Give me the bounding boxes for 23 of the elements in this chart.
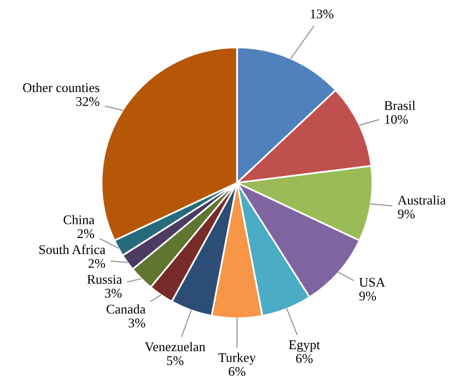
slice-label: South Africa: [39, 244, 106, 254]
data-label: 13%: [310, 9, 334, 18]
slice-label: Turkey: [218, 352, 256, 365]
slice-label: Other counties: [23, 82, 100, 92]
data-label: 6%: [296, 354, 313, 364]
slice-label: China: [64, 214, 94, 224]
data-label: 2%: [78, 229, 94, 238]
data-label: 3%: [128, 318, 146, 328]
data-label: 9%: [398, 210, 415, 219]
data-label: 9%: [359, 292, 376, 301]
slice-label: Canada: [106, 304, 146, 314]
data-label: 2%: [88, 258, 106, 268]
data-label: 6%: [228, 366, 246, 376]
slice-label: Egypt: [288, 340, 320, 352]
slice-label: Venezuelan: [144, 342, 206, 352]
data-label: 5%: [167, 356, 184, 366]
slice-label: USA: [359, 278, 386, 287]
slice-label: Australia: [398, 195, 446, 205]
slice-label: Brasil: [384, 100, 416, 110]
slice-label: Russia: [87, 275, 122, 284]
data-label: 10%: [385, 114, 408, 124]
data-label: 3%: [105, 288, 122, 298]
data-label: 32%: [76, 97, 100, 106]
